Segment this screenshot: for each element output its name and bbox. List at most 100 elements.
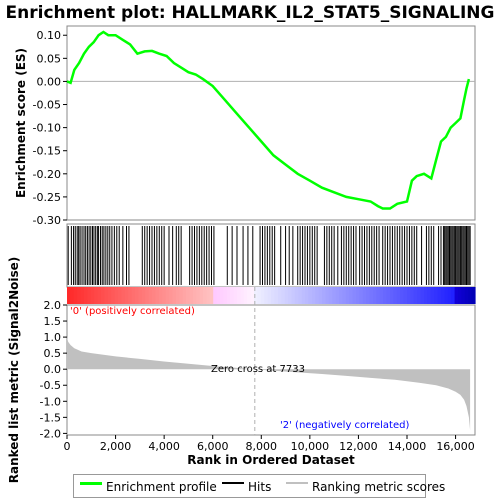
heatmap-cell	[87, 287, 92, 304]
heatmap-cell	[366, 287, 371, 304]
heatmap-cell	[114, 287, 119, 304]
heatmap-cell	[124, 287, 129, 304]
heatmap-cell	[437, 287, 442, 304]
heatmap-cell	[468, 287, 473, 304]
heatmap-cell	[315, 287, 320, 304]
metric-y-axis-label: Ranked list metric (Signal2Noise)	[7, 257, 21, 484]
es-y-tick-label: 0.10	[37, 29, 62, 42]
metric-y-tick-label: -1.5	[40, 411, 61, 424]
zero-cross-label: Zero cross at 7733	[211, 364, 305, 375]
heatmap-cell	[390, 287, 394, 304]
heatmap-cell	[97, 287, 102, 304]
heatmap-cell	[407, 287, 411, 304]
hit-markers	[67, 226, 471, 285]
heatmap-cell	[362, 287, 367, 304]
heatmap-cell	[104, 287, 109, 304]
x-tick-label: 2,000	[100, 440, 132, 453]
es-y-tick-label: -0.10	[33, 122, 61, 135]
x-tick-label: 16,000	[436, 440, 475, 453]
metric-y-tick-label: 1.0	[44, 331, 62, 344]
positive-label: '0' (positively correlated)	[70, 306, 195, 317]
heatmap-cell	[128, 287, 133, 304]
metric-y-axis: 2.0 1.5 1.0 0.5 0.0 -0.5 -1.0 -1.5 -2.0	[40, 299, 67, 440]
heatmap-cell	[230, 287, 235, 304]
heatmap-cell	[308, 287, 313, 304]
es-y-tick-label: -0.20	[33, 168, 61, 181]
heatmap-cell	[284, 287, 289, 304]
legend-label-hits: Hits	[248, 480, 272, 494]
heatmap-cell	[345, 287, 350, 304]
x-tick-label: 12,000	[339, 440, 378, 453]
heatmap-cell	[451, 287, 456, 304]
heatmap-cell	[237, 287, 241, 304]
heatmap-cell	[430, 287, 435, 304]
heatmap-cell	[199, 287, 204, 304]
heatmap-cell	[196, 287, 201, 304]
heatmap-cell	[379, 287, 384, 304]
heatmap-cell	[369, 287, 374, 304]
heatmap-cell	[471, 287, 476, 304]
heatmap-cell	[281, 287, 286, 304]
heatmap-cell	[342, 287, 347, 304]
heatmap-cell	[464, 287, 469, 304]
heatmap-cell	[305, 287, 309, 304]
heatmap-cell	[77, 287, 82, 304]
es-y-axis-label: Enrichment score (ES)	[14, 48, 28, 198]
hits-panel	[66, 223, 476, 304]
heatmap-cell	[444, 287, 449, 304]
heatmap-cell	[322, 287, 326, 304]
heatmap-cell	[373, 287, 377, 304]
heatmap-cell	[413, 287, 418, 304]
rank-heatmap-bar	[67, 287, 476, 304]
metric-y-tick-label: 0.5	[44, 347, 62, 360]
heatmap-cell	[148, 287, 153, 304]
heatmap-cell	[247, 287, 252, 304]
heatmap-cell	[267, 287, 272, 304]
heatmap-cell	[393, 287, 398, 304]
heatmap-cell	[121, 287, 126, 304]
x-tick-label: 10,000	[291, 440, 330, 453]
metric-y-tick-label: 1.5	[44, 315, 62, 328]
heatmap-cell	[264, 287, 269, 304]
metric-y-tick-label: -0.5	[40, 379, 61, 392]
heatmap-cell	[311, 287, 316, 304]
x-tick-label: 14,000	[388, 440, 427, 453]
metric-y-tick-label: -2.0	[40, 427, 61, 440]
negative-label: '2' (negatively correlated)	[280, 420, 409, 431]
heatmap-cell	[400, 287, 405, 304]
heatmap-cell	[213, 287, 218, 304]
es-y-tick-label: -0.15	[33, 145, 61, 158]
heatmap-cell	[80, 287, 85, 304]
heatmap-cell	[250, 287, 255, 304]
metric-y-tick-label: 2.0	[44, 299, 62, 312]
heatmap-cell	[424, 287, 428, 304]
heatmap-cell	[216, 287, 221, 304]
heatmap-cell	[172, 287, 177, 304]
heatmap-cell	[192, 287, 197, 304]
heatmap-cell	[233, 287, 238, 304]
heatmap-cell	[162, 287, 167, 304]
heatmap-cell	[209, 287, 214, 304]
heatmap-cell	[291, 287, 296, 304]
heatmap-cell	[243, 287, 248, 304]
metric-y-tick-label: 0.0	[44, 363, 62, 376]
heatmap-cell	[410, 287, 415, 304]
heatmap-cell	[277, 287, 282, 304]
heatmap-cell	[220, 287, 224, 304]
heatmap-cell	[179, 287, 184, 304]
heatmap-cell	[352, 287, 357, 304]
es-y-tick-label: 0.00	[37, 75, 62, 88]
heatmap-cell	[441, 287, 445, 304]
chart-title: Enrichment plot: HALLMARK_IL2_STAT5_SIGN…	[6, 3, 495, 23]
es-y-tick-label: 0.05	[37, 52, 62, 65]
heatmap-cell	[298, 287, 303, 304]
heatmap-cell	[175, 287, 180, 304]
heatmap-cell	[206, 287, 211, 304]
heatmap-cell	[101, 287, 105, 304]
heatmap-cell	[383, 287, 388, 304]
heatmap-cell	[254, 287, 258, 304]
heatmap-cell	[434, 287, 439, 304]
heatmap-cell	[386, 287, 391, 304]
heatmap-cell	[257, 287, 262, 304]
x-tick-label: 0	[64, 440, 71, 453]
